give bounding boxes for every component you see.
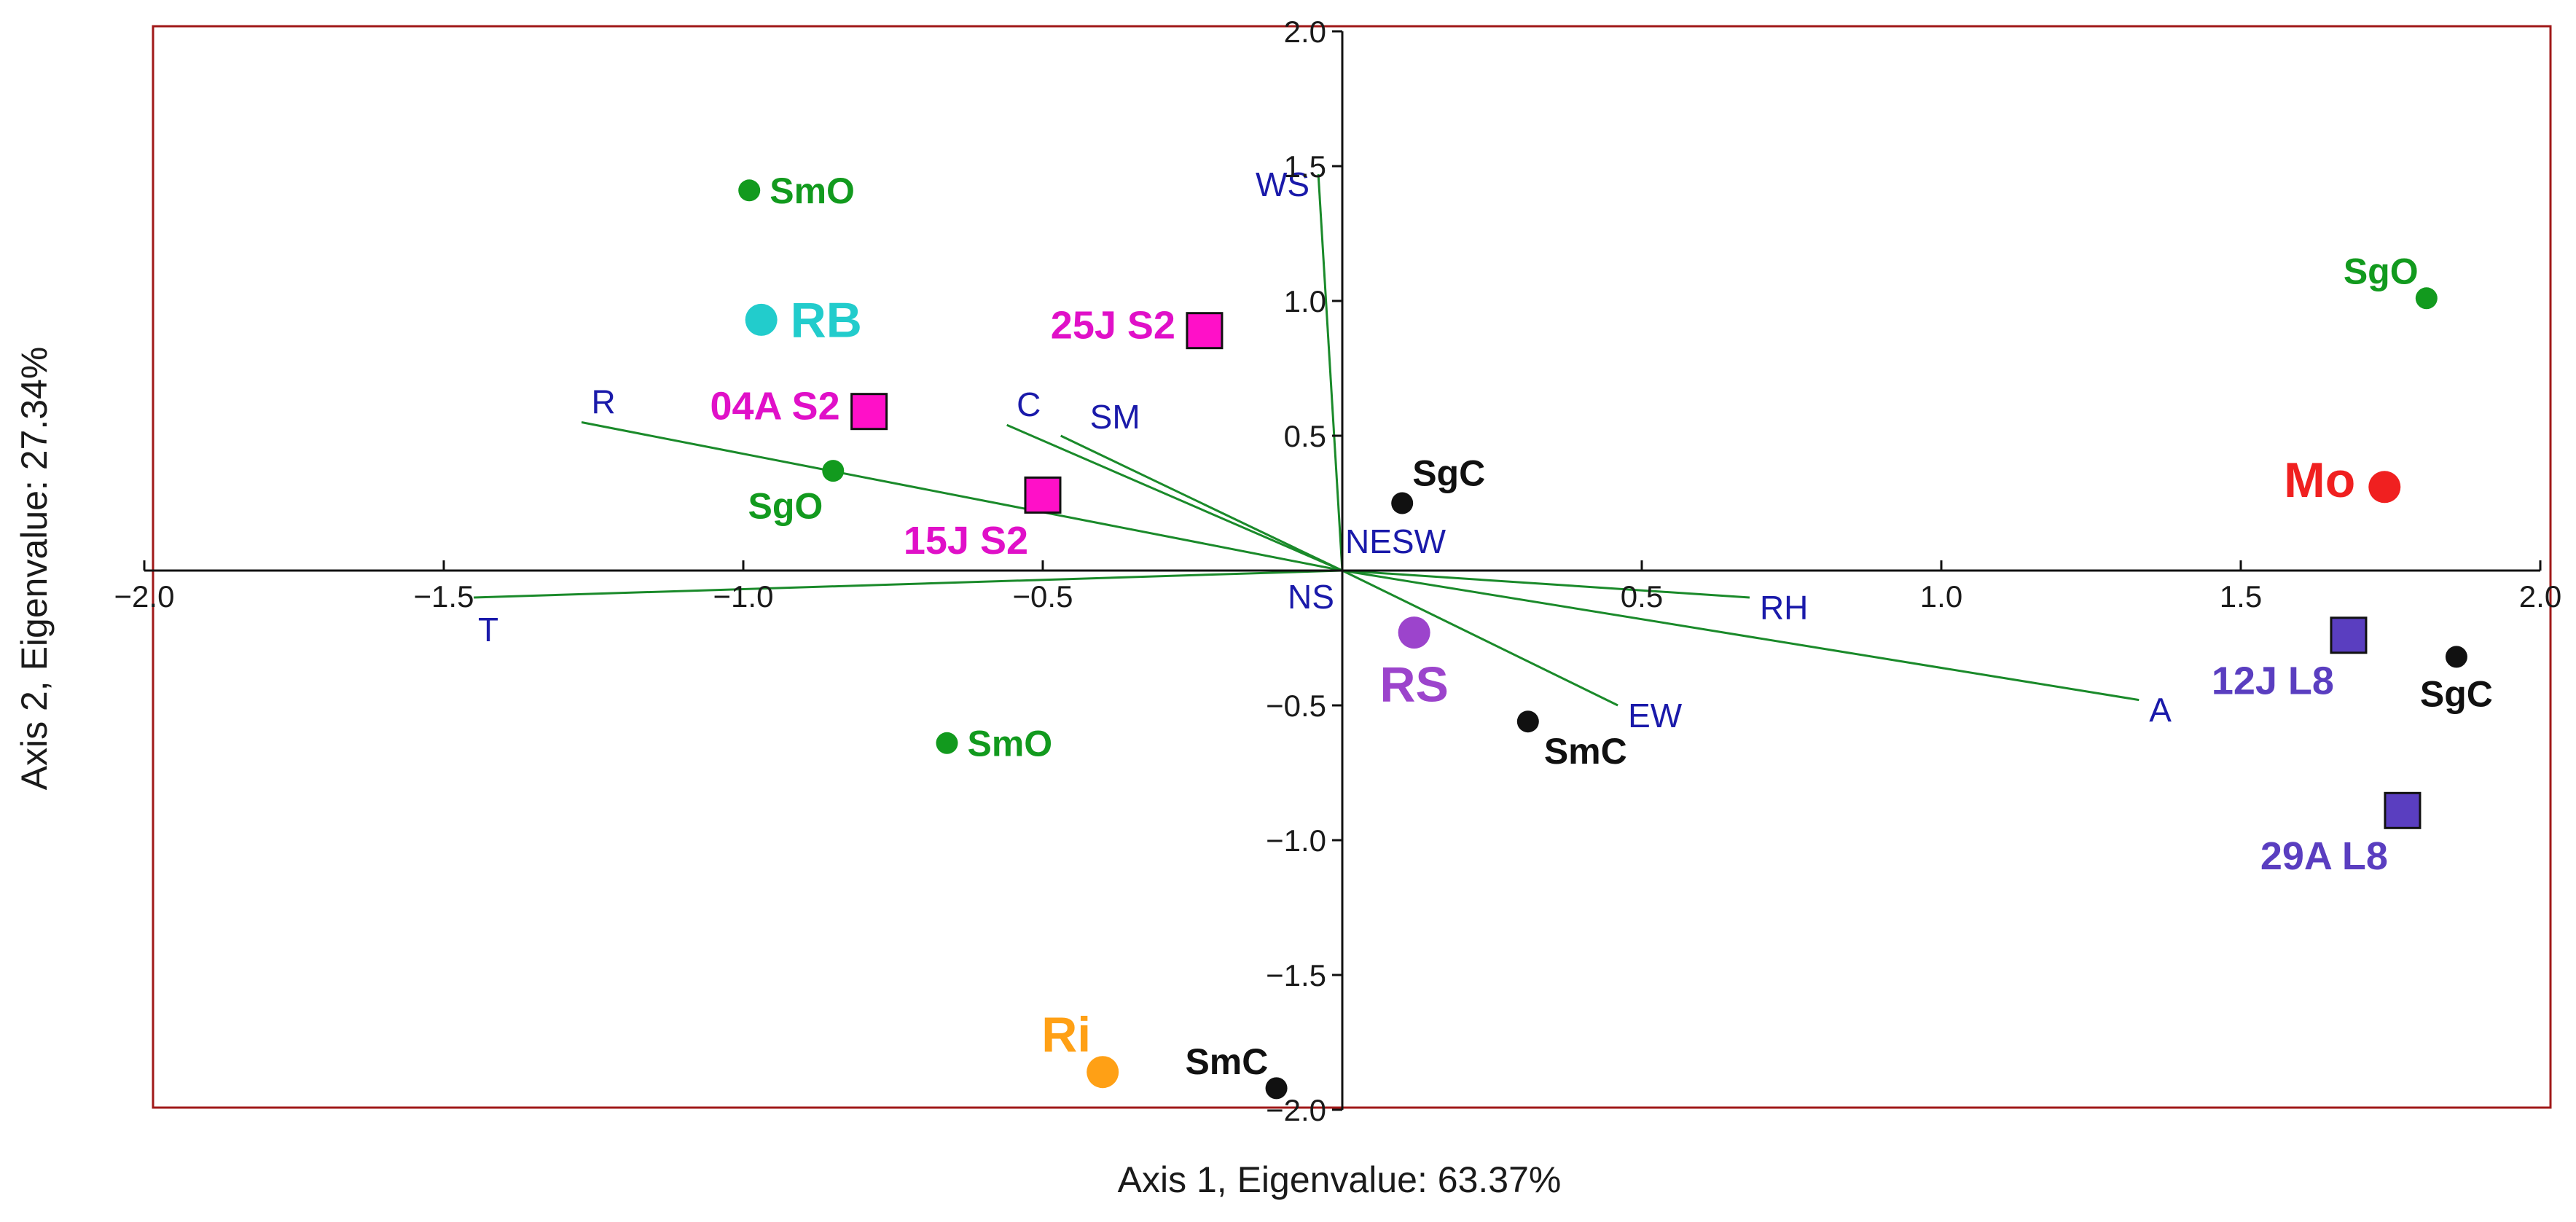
vector-label-ns: NS [1288,578,1334,616]
vector-label-nesw: NESW [1345,522,1446,560]
y-tick-label: 1.5 [1284,149,1326,184]
point-marker-smo [936,732,958,754]
vector-rh [1342,569,1750,599]
point-marker-rb [745,303,778,336]
point-label-sgc: SgC [2420,673,2493,714]
vector-label-ws: WS [1256,165,1309,203]
point-label-mo: Mo [2284,453,2355,508]
y-tick-label: 0.5 [1284,419,1326,453]
point-label-smo: SmO [770,171,855,211]
point-marker-ri [1087,1056,1119,1089]
vector-c [1006,423,1343,572]
point-label-sgo: SgO [2344,251,2419,292]
point-marker-12j-l8 [2330,616,2368,654]
x-axis-title: Axis 1, Eigenvalue: 63.37% [1118,1159,1562,1200]
vector-ew [1342,569,1618,707]
point-marker-rs [1398,616,1430,649]
point-label-sgc: SgC [1412,453,1485,494]
y-axis-title: Axis 2, Eigenvalue: 27.34% [14,347,55,791]
y-tick-label: −0.5 [1266,689,1326,723]
vector-t [474,569,1343,599]
x-tick-label: 1.0 [1920,579,1962,614]
point-label-smc: SmC [1544,731,1627,772]
x-tick-label: 0.5 [1621,579,1663,614]
point-label-smc: SmC [1185,1041,1268,1082]
y-tick-label: −1.0 [1266,823,1326,858]
y-tick-label: 1.0 [1284,284,1326,318]
point-label-25j-s2: 25J S2 [1051,304,1175,348]
vector-label-r: R [591,383,615,421]
point-label-smo: SmO [967,723,1052,764]
point-label-29a-l8: 29A L8 [2260,834,2388,878]
point-label-15j-s2: 15J S2 [904,519,1028,563]
vector-label-sm: SM [1090,398,1140,436]
x-tick-label: −1.5 [414,579,474,614]
x-tick-label: −2.0 [114,579,175,614]
vector-a [1342,569,2140,702]
vector-label-c: C [1017,385,1041,423]
axes-layer: −2.0 −1.5 −1.0 −0.5 0.5 1.0 1.5 2.0 2.0 1.5 1.0 0.5… [114,15,2562,1127]
point-marker-sgo [822,460,845,482]
x-tick-label: −0.5 [1013,579,1073,614]
vector-label-a: A [2149,692,2172,729]
vector-r [581,421,1343,572]
point-marker-sgo [2415,287,2438,310]
x-tick-label: −1.0 [713,579,774,614]
point-label-rb: RB [791,293,862,348]
point-marker-mo [2368,471,2401,504]
point-marker-sgc [2445,646,2467,668]
points-layer: SmO RB SgO 04A S2 25J S2 15J S2 SmO Ri SmC SgC RS S… [710,171,2493,1100]
vector-ws [1317,174,1344,571]
point-marker-04a-s2 [850,393,888,431]
x-tick-label: 1.5 [2220,579,2262,614]
vector-sm [1060,434,1343,572]
point-label-rs: RS [1379,657,1448,713]
point-marker-smc [1265,1077,1288,1100]
plot-frame [152,25,2552,1109]
vectors-layer: WS R C SM NESW NS T RH EW A [474,165,2172,735]
point-label-04a-s2: 04A S2 [710,385,839,428]
y-tick-label: −1.5 [1266,958,1326,992]
vector-label-ew: EW [1628,697,1683,735]
point-label-ri: Ri [1041,1007,1091,1062]
point-marker-smc [1516,710,1539,733]
x-tick-label: 2.0 [2519,579,2561,614]
point-marker-29a-l8 [2384,791,2422,829]
point-marker-sgc [1391,492,1414,514]
point-marker-smo [738,179,761,202]
y-tick-label: 2.0 [1284,15,1326,49]
vector-label-rh: RH [1760,589,1808,627]
point-marker-25j-s2 [1186,312,1224,350]
point-marker-15j-s2 [1024,476,1062,514]
point-label-12j-l8: 12J L8 [2212,659,2334,702]
vector-label-t: T [478,611,498,649]
point-label-sgo: SgO [748,486,823,527]
